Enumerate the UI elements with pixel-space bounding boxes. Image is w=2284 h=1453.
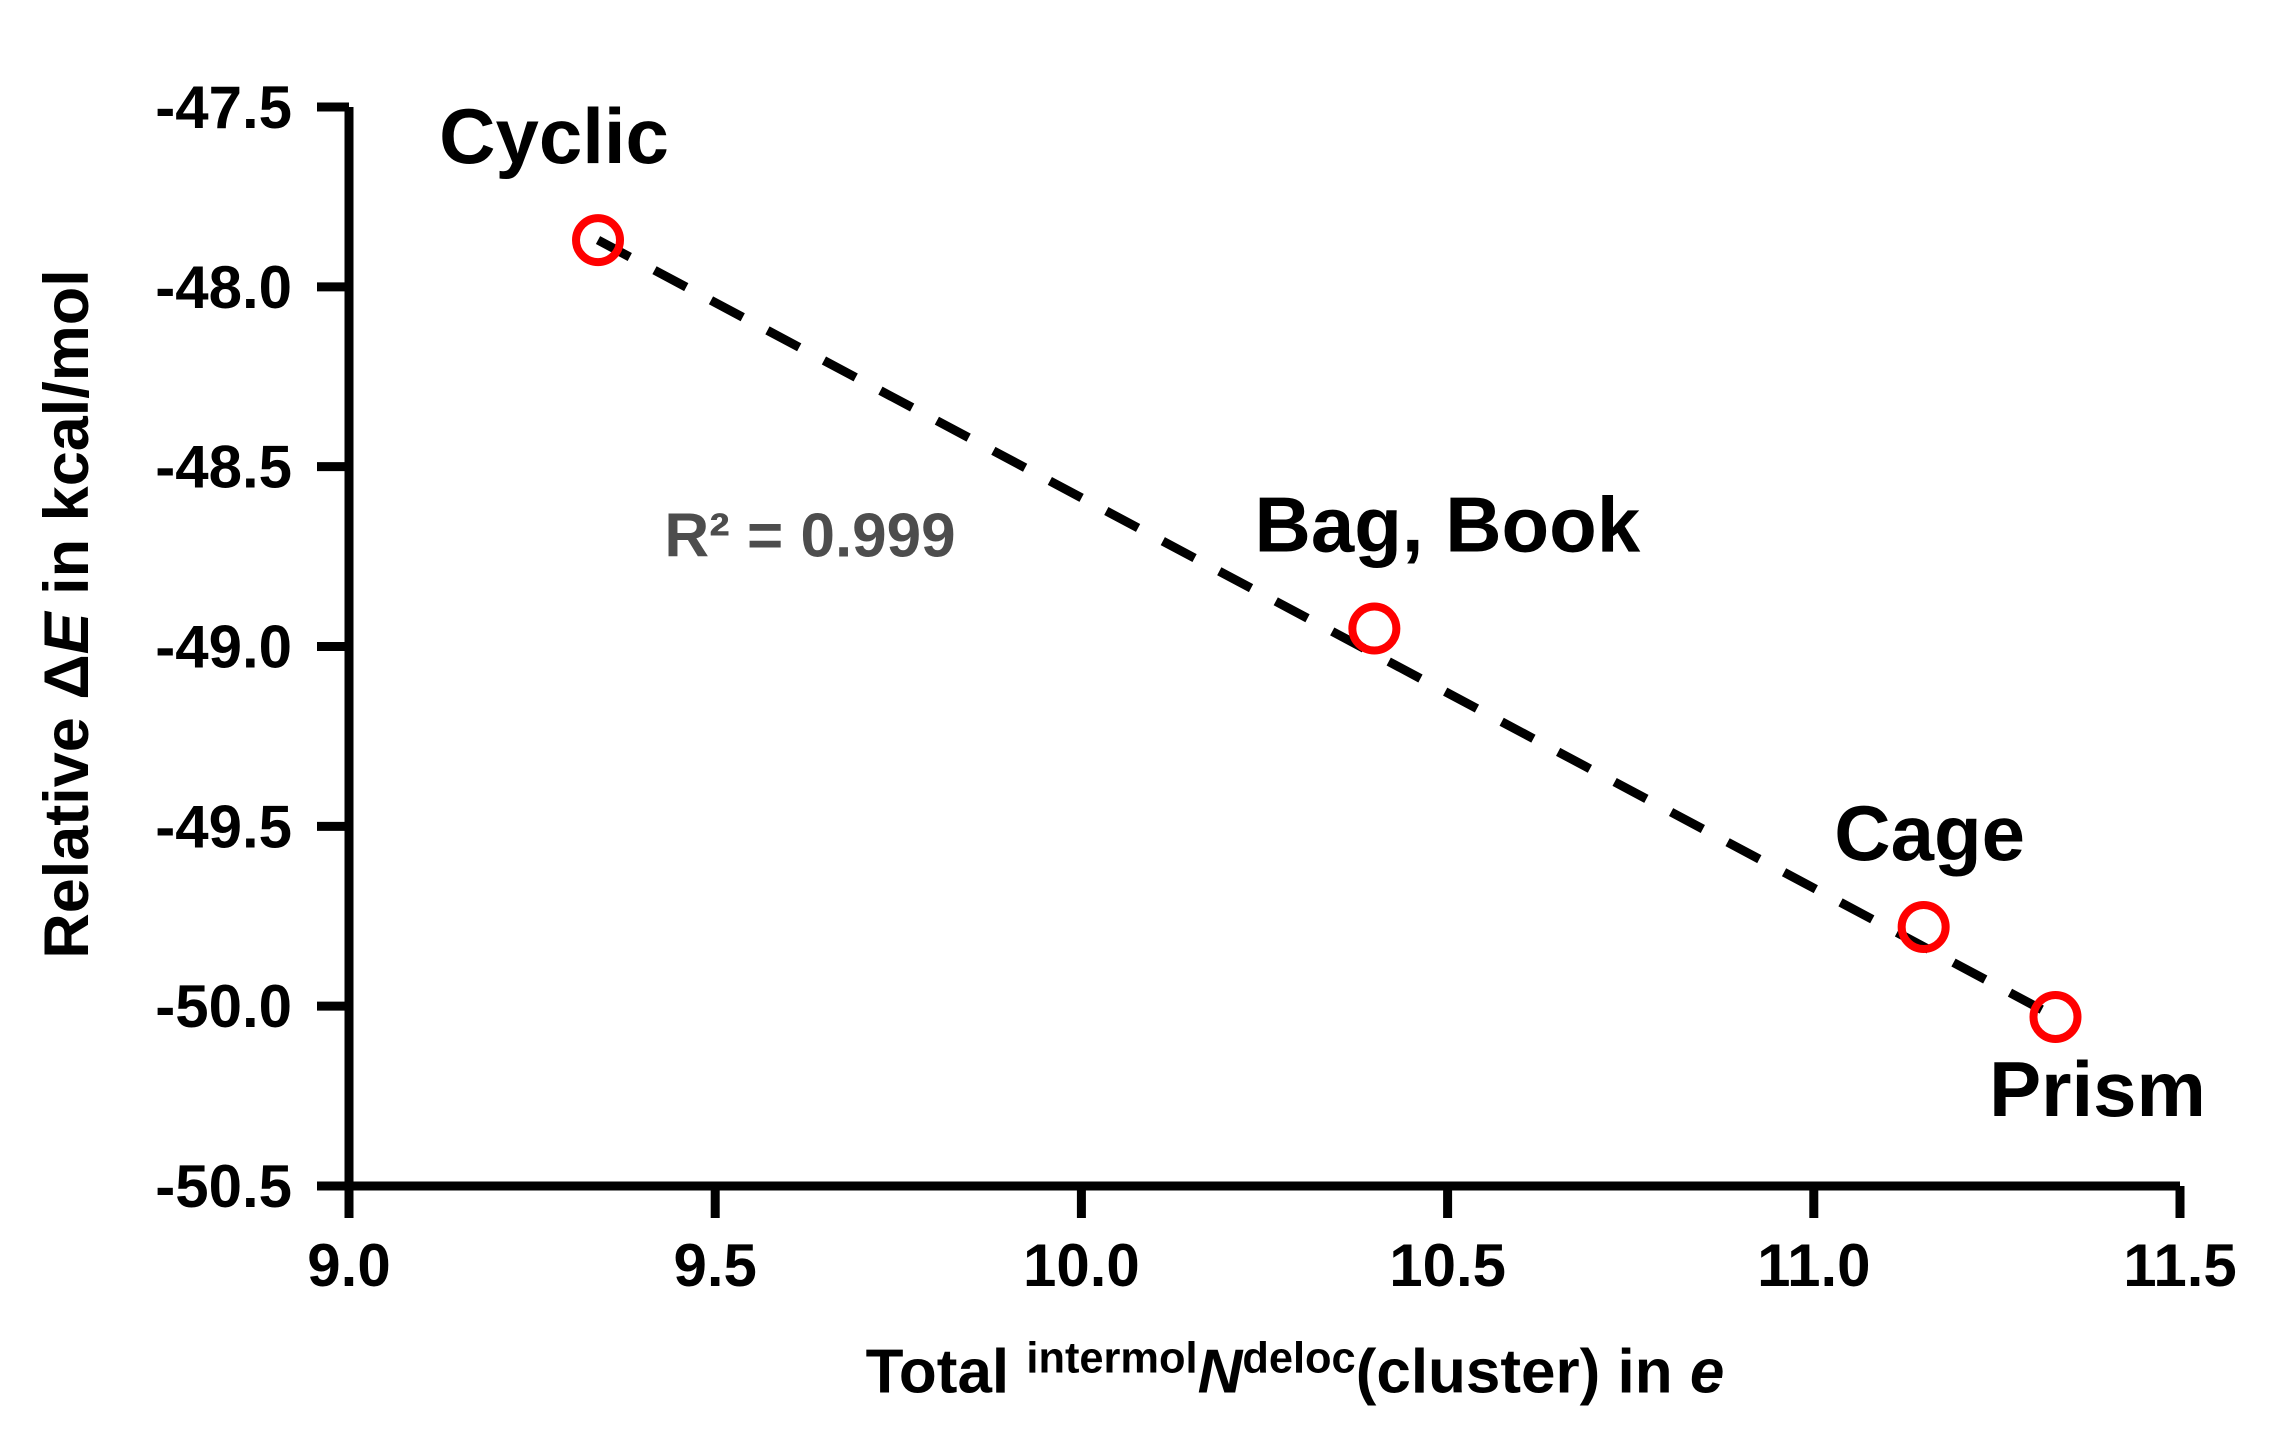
y-tick-label: -50.5: [155, 1153, 292, 1220]
x-tick-label: 10.5: [1389, 1232, 1506, 1299]
data-point-bag-book: [1348, 602, 1401, 655]
data-point-label: Bag, Book: [1255, 481, 1641, 569]
y-tick-label: -48.0: [155, 254, 292, 321]
y-tick-label: -47.5: [155, 74, 292, 141]
x-tick-label: 11.0: [1757, 1232, 1870, 1299]
x-axis-title-symbol: N: [1197, 1337, 1243, 1407]
data-point-label: Prism: [1989, 1045, 2206, 1133]
x-axis-title-superscript-post: deloc: [1242, 1334, 1356, 1383]
trendline: [595, 236, 2058, 1021]
r-squared-annotation: R² = 0.999: [664, 501, 956, 571]
data-point-cyclic: [572, 214, 625, 267]
y-axis-title: Relative ΔE in kcal/mol: [31, 269, 103, 959]
x-tick-label: 10.0: [1023, 1232, 1140, 1299]
x-tick-label: 11.5: [2123, 1232, 2236, 1299]
data-point-label: Cyclic: [439, 92, 669, 180]
data-point-label: Cage: [1834, 789, 2025, 877]
x-tick-label: 9.0: [307, 1232, 390, 1299]
x-axis-title-superscript-pre: intermol: [1026, 1334, 1198, 1383]
x-axis-title-suffix: (cluster) in: [1355, 1337, 1690, 1407]
y-tick-label: -49.0: [155, 614, 292, 681]
y-axis-title-prefix: Relative: [32, 699, 102, 959]
y-axis-title-suffix: in kcal/mol: [32, 269, 102, 613]
x-axis-title-prefix: Total: [865, 1337, 1027, 1407]
y-axis-title-symbol: E: [32, 612, 102, 655]
y-tick-label: -48.5: [155, 434, 292, 501]
data-point-prism: [2029, 990, 2082, 1043]
x-tick-label: 9.5: [673, 1232, 756, 1299]
x-axis-title: Total intermolNdeloc(cluster) in e: [865, 1334, 1725, 1408]
delta-symbol: Δ: [32, 654, 102, 700]
y-tick-label: -50.0: [155, 973, 292, 1040]
data-point-cage: [1897, 901, 1950, 954]
x-axis-title-unit: e: [1689, 1337, 1725, 1407]
y-tick-label: -49.5: [155, 793, 292, 860]
